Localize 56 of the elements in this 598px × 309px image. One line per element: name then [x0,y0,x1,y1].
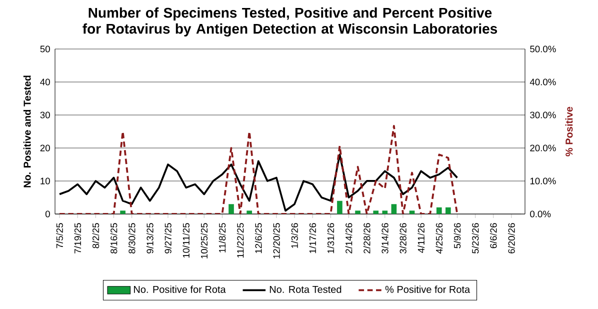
legend-label: % Positive for Rota [385,286,470,293]
x-tick-label: 9/27/25 [164,223,172,254]
bar [355,210,360,214]
x-tick-label: 10/11/25 [182,223,190,258]
legend-label: No. Rota Tested [270,286,342,293]
x-tick-label: 11/8/25 [218,223,226,252]
y2-tick-label: 30.0% [530,112,556,118]
x-tick-label: 3/14/26 [381,223,388,254]
chart-title: Number of Specimens Tested, Positive and Percent Positive for Rotavirus by Antigen Detection at Wisconsin Laboratories [82,7,498,37]
bar [446,207,451,214]
x-tick-label: 7/19/25 [74,223,82,254]
y-tick-label: 20 [40,144,50,152]
line-series [58,154,458,212]
x-tick-label: 8/30/25 [128,223,136,254]
y2-tick-label: 50.0% [530,46,556,52]
x-tick-label: 11/22/25 [236,223,244,258]
y-tick-label: 40 [40,78,50,86]
x-tick-label: 2/28/26 [363,223,370,254]
x-tick-label: 3/28/26 [400,223,406,254]
x-tick-label: 10/25/25 [200,223,208,258]
y-tick-label: 10 [40,178,50,184]
y-tick-label: 30 [40,112,50,118]
x-tick-label: 6/20/26 [508,223,515,254]
bar [373,210,379,214]
bar [382,210,388,214]
x-tick-label: 8/16/25 [110,223,118,254]
y-tick-label: 50 [40,46,50,52]
bar [228,204,234,214]
y2-tick-label: 20.0% [530,144,556,152]
x-tick-label: 12/20/25 [273,223,280,258]
x-tick-label: 1/17/26 [309,223,316,254]
x-tick-label: 2/14/26 [345,223,352,254]
x-tick-label: 5/9/26 [454,223,461,248]
bar [436,207,442,214]
y-axis-title: No. Positive and Tested [23,76,31,188]
x-tick-label: 4/11/26 [418,223,424,253]
bar [246,210,252,214]
x-tick-label: 1/3/26 [291,223,298,248]
x-tick-label: 1/31/26 [327,223,334,254]
y2-tick-label: 10.0% [530,178,556,184]
legend-label: No. Positive for Rota [134,286,226,293]
x-tick-label: 8/2/25 [92,223,100,248]
bar [337,200,342,214]
x-tick-label: 7/5/25 [56,223,63,248]
bar [391,204,397,214]
x-tick-label: 6/6/26 [490,223,497,248]
y2-tick-label: 40.0% [530,78,556,86]
bar [409,210,415,214]
y-tick-label: 0 [45,210,50,218]
y2-axis-title: % Positive [565,106,573,156]
x-tick-label: 9/13/25 [146,223,154,254]
y2-tick-label: 0.0% [530,210,551,218]
x-tick-label: 4/25/26 [436,223,443,254]
x-tick-label: 5/23/26 [472,223,479,254]
x-tick-label: 12/6/25 [254,223,262,254]
bar [120,210,126,214]
